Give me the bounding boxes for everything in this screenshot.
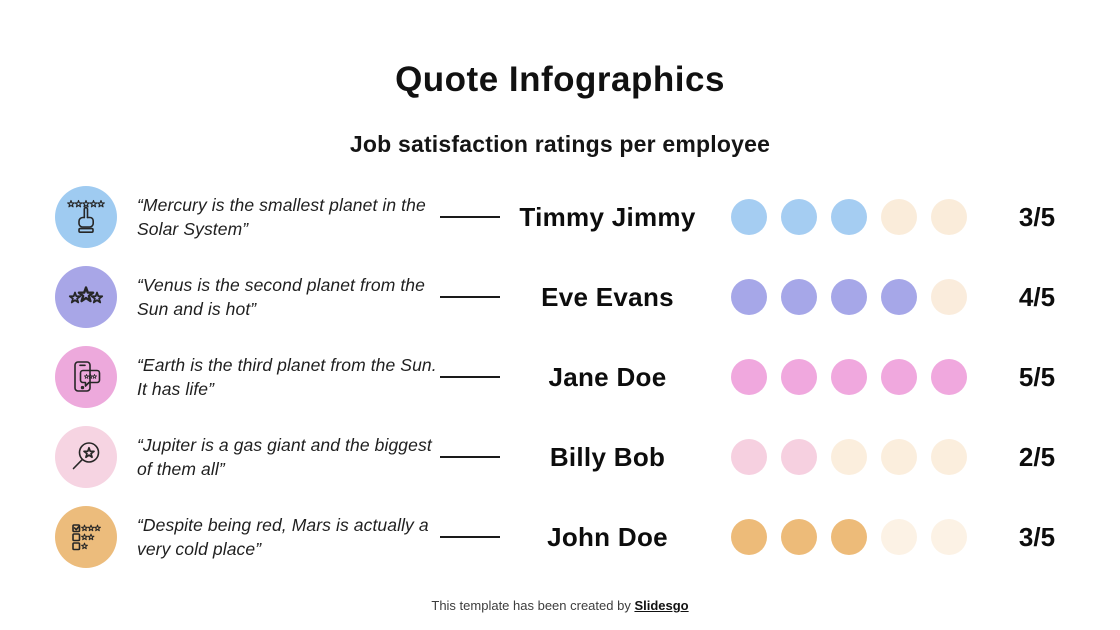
footer-credit: This template has been created by Slides… [0, 598, 1120, 613]
employee-row: “Jupiter is a gas giant and the biggest … [0, 417, 1120, 497]
slidesgo-link[interactable]: Slidesgo [634, 598, 689, 613]
employee-name: John Doe [547, 521, 668, 552]
page-subtitle: Job satisfaction ratings per employee [349, 131, 771, 157]
rating-dot-empty [931, 519, 967, 555]
connector-line [440, 536, 500, 538]
rating-label: 5/5 [1018, 361, 1056, 392]
rating-dot-filled [781, 519, 817, 555]
checklist-stars-icon [55, 506, 117, 568]
employee-row: “Despite being red, Mars is actually a v… [0, 497, 1120, 577]
rating-dot-filled [731, 439, 767, 475]
rating-dot-filled [731, 279, 767, 315]
rating-dot-filled [831, 279, 867, 315]
magnifier-star-icon [55, 426, 117, 488]
employee-name: Timmy Jimmy [519, 201, 696, 232]
rating-label: 4/5 [1018, 281, 1056, 312]
rating-dots [731, 199, 967, 235]
rating-dot-filled [781, 359, 817, 395]
rating-dots [731, 439, 967, 475]
phone-review-icon [55, 346, 117, 408]
rating-dot-filled [731, 519, 767, 555]
rating-dot-filled [831, 519, 867, 555]
rating-dot-filled [881, 279, 917, 315]
rating-dots [731, 279, 967, 315]
rating-label: 2/5 [1018, 441, 1056, 472]
rating-label: 3/5 [1018, 201, 1056, 232]
rating-dot-filled [831, 359, 867, 395]
rating-dot-filled [831, 199, 867, 235]
rating-dot-filled [781, 279, 817, 315]
rating-dot-empty [931, 279, 967, 315]
employee-quote: “Jupiter is a gas giant and the biggest … [137, 434, 432, 479]
rating-dot-filled [781, 439, 817, 475]
employee-row: “Venus is the second planet from the Sun… [0, 257, 1120, 337]
employee-name: Eve Evans [541, 281, 674, 312]
rating-rows: “Mercury is the smallest planet in the S… [0, 177, 1120, 577]
rating-dots [731, 519, 967, 555]
rating-dot-empty [881, 199, 917, 235]
page-title: Quote Infographics [395, 60, 725, 99]
rating-dot-empty [931, 199, 967, 235]
rating-dot-empty [881, 519, 917, 555]
rating-dot-filled [731, 359, 767, 395]
rating-dots [731, 359, 967, 395]
connector-line [440, 456, 500, 458]
employee-quote: “Earth is the third planet from the Sun.… [137, 354, 437, 399]
employee-quote: “Venus is the second planet from the Sun… [137, 274, 425, 319]
employee-quote: “Mercury is the smallest planet in the S… [137, 194, 426, 239]
rating-dot-filled [731, 199, 767, 235]
employee-row: “Earth is the third planet from the Sun.… [0, 337, 1120, 417]
rating-dot-empty [831, 439, 867, 475]
rating-dot-filled [931, 359, 967, 395]
employee-quote: “Despite being red, Mars is actually a v… [137, 514, 429, 559]
rating-label: 3/5 [1018, 521, 1056, 552]
employee-name: Jane Doe [548, 361, 667, 392]
three-stars-icon [55, 266, 117, 328]
rating-dot-empty [881, 439, 917, 475]
rating-hand-icon [55, 186, 117, 248]
employee-row: “Mercury is the smallest planet in the S… [0, 177, 1120, 257]
connector-line [440, 376, 500, 378]
employee-name: Billy Bob [549, 441, 666, 472]
footer-text: This template has been created by [431, 598, 635, 613]
connector-line [440, 296, 500, 298]
connector-line [440, 216, 500, 218]
rating-dot-empty [931, 439, 967, 475]
rating-dot-filled [881, 359, 917, 395]
rating-dot-filled [781, 199, 817, 235]
